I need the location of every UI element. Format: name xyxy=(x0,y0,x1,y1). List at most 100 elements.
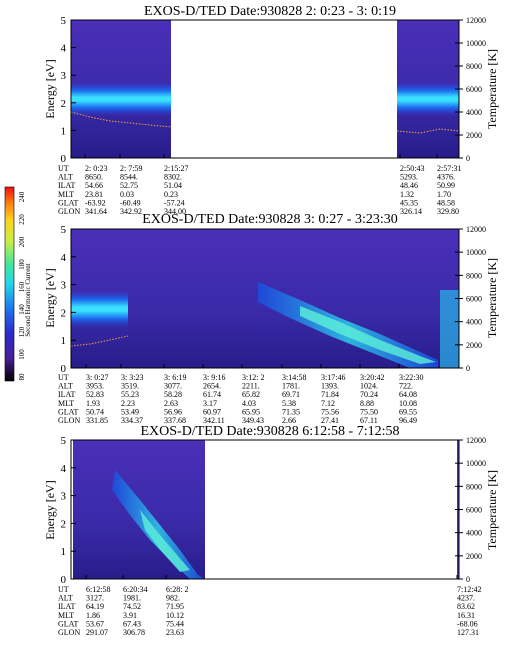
panel-2-band-early xyxy=(71,290,128,328)
panel-3-ylabel-right: Temperature [K] xyxy=(485,470,499,550)
panel-1-right-tick-label: 4000 xyxy=(466,108,482,117)
ephemeris-cell: 334.37 xyxy=(121,416,143,425)
panel-3-left-ticks: 0 1 2 3 4 5 xyxy=(61,435,76,586)
ephemeris-cell: 52.75 xyxy=(120,181,138,190)
panel-2-ytick-label: 3 xyxy=(61,280,67,292)
ephemeris-row-label: ALT xyxy=(58,594,73,603)
ephemeris-cell: 2: 0:23 xyxy=(85,164,107,173)
ephemeris-row-label: UT xyxy=(58,164,69,173)
panel-1-ytick-label: 2 xyxy=(61,98,67,110)
ephemeris-cell: 60.97 xyxy=(203,407,221,416)
panel-2-right-tick-label: 0 xyxy=(466,364,470,373)
ephemeris-cell: 1981. xyxy=(123,594,141,603)
panel-3-ytick-label: 2 xyxy=(61,518,67,530)
ephemeris-cell: 1024. xyxy=(360,382,378,391)
ephemeris-cell: 65.82 xyxy=(242,390,260,399)
panel-2-title: EXOS-D/TED Date:930828 3: 0:27 - 3:23:30 xyxy=(142,212,397,227)
colorbar-tick-label: 240 xyxy=(18,191,26,202)
ephemeris-cell: 3077. xyxy=(164,382,182,391)
ephemeris-cell: 50.74 xyxy=(86,407,104,416)
panel-3-title: EXOS-D/TED Date:930828 6:12:58 - 7:12:58 xyxy=(141,424,400,439)
ephemeris-cell: 4.03 xyxy=(242,399,256,408)
panel-3-right-tick-label: 8000 xyxy=(466,482,482,491)
panel-1-ytick-label: 4 xyxy=(61,43,67,55)
ephemeris-row-label: ILAT xyxy=(58,181,75,190)
ephemeris-cell: 54.66 xyxy=(85,181,103,190)
ephemeris-cell: 1.32 xyxy=(400,190,414,199)
ephemeris-cell: 3519. xyxy=(121,382,139,391)
ephemeris-cell: 1393. xyxy=(321,382,339,391)
panel-3-ytick-label: 5 xyxy=(61,435,67,447)
ephemeris-cell: 3.91 xyxy=(123,611,137,620)
panel-2-right-tick-label: 2000 xyxy=(466,341,482,350)
ephemeris-cell: 3:20:42 xyxy=(360,373,384,382)
ephemeris-row-label: GLON xyxy=(58,416,80,425)
ephemeris-row-label: ILAT xyxy=(58,390,75,399)
panel-3-right-tick-label: 0 xyxy=(466,575,470,584)
ephemeris-cell: 6:28: 2 xyxy=(166,585,188,594)
ephemeris-cell: 48.58 xyxy=(437,198,455,207)
ephemeris-cell: -63.92 xyxy=(85,198,106,207)
ephemeris-cell: 3127. xyxy=(86,594,104,603)
ephemeris-cell: 10.08 xyxy=(399,399,417,408)
ephemeris-cell: 344.00 xyxy=(164,207,186,216)
ephemeris-cell: 2654. xyxy=(203,382,221,391)
ephemeris-cell: 2.66 xyxy=(282,416,296,425)
colorbar-label: Second Harmonic Current xyxy=(24,263,32,337)
panel-1-ylabel: Energy [eV] xyxy=(43,59,57,118)
ephemeris-cell: 3: 3:23 xyxy=(121,373,143,382)
colorbar-tick-label: 220 xyxy=(18,214,26,225)
ephemeris-cell: 75.50 xyxy=(360,407,378,416)
ephemeris-cell: 5293. xyxy=(400,173,418,182)
panel-1-left-ticks: 0 1 2 3 4 5 xyxy=(61,15,76,165)
colorbar: Second Harmonic Current 80 100 120 140 160 18… xyxy=(4,186,32,382)
ephemeris-cell: 53.49 xyxy=(121,407,139,416)
ephemeris-cell: 2:57:31 xyxy=(437,164,461,173)
ephemeris-cell: 71.35 xyxy=(282,407,300,416)
ephemeris-cell: 8650. xyxy=(85,173,103,182)
panel-1-ytick-label: 5 xyxy=(61,15,67,27)
ephemeris-cell: 1781. xyxy=(282,382,300,391)
ephemeris-cell: -60.49 xyxy=(120,198,141,207)
panel-3-right-tick-label: 4000 xyxy=(466,529,482,538)
ephemeris-row-label: MLT xyxy=(58,611,74,620)
ephemeris-cell: 48.46 xyxy=(400,181,418,190)
panel-3-plot-area xyxy=(70,439,460,580)
colorbar-tick-label: 180 xyxy=(18,259,26,270)
panel-2-ytick-label: 1 xyxy=(61,335,67,347)
ephemeris-cell: 337.68 xyxy=(164,416,186,425)
ephemeris-cell: 3: 0:27 xyxy=(86,373,108,382)
panel-2-right-tick-label: 6000 xyxy=(466,295,482,304)
ephemeris-cell: 3:12: 2 xyxy=(242,373,264,382)
panel-2-right-tick-label: 12000 xyxy=(466,225,486,234)
ephemeris-cell: 342.92 xyxy=(120,207,142,216)
ephemeris-cell: 5.38 xyxy=(282,399,296,408)
panel-1-right-tick-label: 10000 xyxy=(466,39,486,48)
panel-3-right-tick-label: 6000 xyxy=(466,506,482,515)
panel-1-right-tick-label: 6000 xyxy=(466,85,482,94)
panel-2-ylabel: Energy [eV] xyxy=(43,268,57,327)
ephemeris-cell: 3953. xyxy=(86,382,104,391)
ephemeris-cell: 2.23 xyxy=(121,399,135,408)
ephemeris-row-label: UT xyxy=(58,373,69,382)
panel-2-ytick-label: 4 xyxy=(61,252,67,264)
panel-2-right-tick-label: 4000 xyxy=(466,318,482,327)
panel-2-temperature-trace xyxy=(70,335,129,347)
ephemeris-cell: 56.96 xyxy=(164,407,182,416)
ephemeris-cell: 71.84 xyxy=(321,390,339,399)
panel-3-band-core xyxy=(140,510,190,572)
panel-2-ytick-label: 2 xyxy=(61,307,67,319)
ephemeris-cell: 306.78 xyxy=(123,628,145,637)
ephemeris-cell: 329.80 xyxy=(437,207,459,216)
ephemeris-cell: 6:12:58 xyxy=(86,585,110,594)
ephemeris-cell: 3:17:46 xyxy=(321,373,345,382)
colorbar-ticks: 80 100 120 140 160 180 200 220 240 xyxy=(18,191,26,380)
ephemeris-row-label: UT xyxy=(58,585,69,594)
ephemeris-cell: 58.28 xyxy=(164,390,182,399)
ephemeris-row-label: ALT xyxy=(58,382,73,391)
panel-3-right-ticks: 0 2000 4000 6000 8000 10000 12000 xyxy=(455,436,486,584)
ephemeris-cell: 2.63 xyxy=(164,399,178,408)
ephemeris-row-label: GLAT xyxy=(58,407,79,416)
ephemeris-cell: 349.43 xyxy=(242,416,264,425)
